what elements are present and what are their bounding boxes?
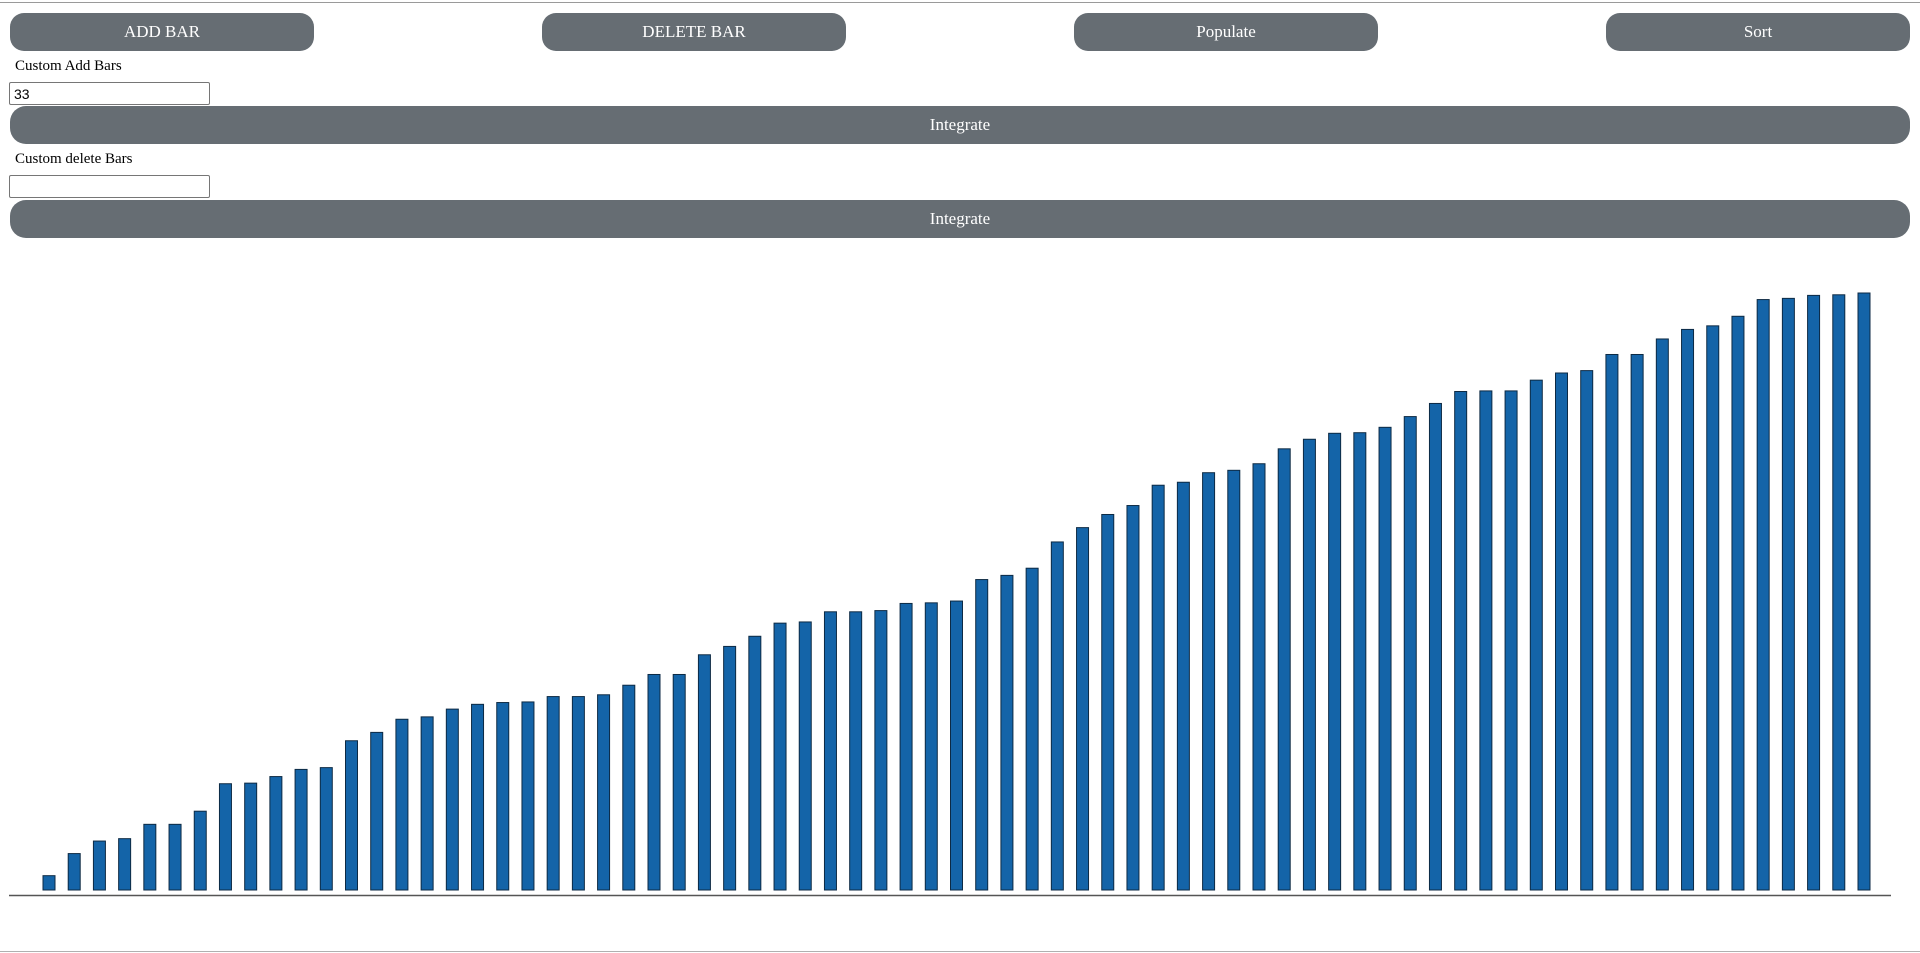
bar-65 (1655, 338, 1669, 891)
bar-63 (1605, 353, 1619, 891)
bar-70 (1781, 297, 1795, 891)
bar-19 (496, 702, 510, 891)
bar-33 (849, 611, 863, 891)
bar-20 (521, 701, 535, 891)
bar-67 (1706, 325, 1720, 891)
bar-6 (168, 823, 182, 891)
bar-35 (899, 602, 913, 891)
bar-51 (1302, 438, 1316, 891)
bar-11 (294, 768, 308, 891)
bar-25 (647, 673, 661, 891)
bar-3 (92, 840, 106, 891)
bar-64 (1630, 353, 1644, 891)
bar-71 (1807, 294, 1821, 891)
bar-18 (471, 703, 485, 891)
bar-57 (1454, 391, 1468, 891)
bar-62 (1580, 370, 1594, 891)
bar-32 (823, 611, 837, 891)
bar-46 (1176, 481, 1190, 891)
bar-40 (1025, 567, 1039, 891)
bar-69 (1756, 299, 1770, 891)
populate-button[interactable]: Populate (1074, 13, 1378, 51)
custom-add-bars-input[interactable] (9, 82, 210, 105)
bar-55 (1403, 416, 1417, 891)
bar-29 (748, 635, 762, 891)
bar-54 (1378, 426, 1392, 891)
custom-delete-bars-input[interactable] (9, 175, 210, 198)
bar-12 (319, 767, 333, 891)
bar-44 (1126, 505, 1140, 891)
bar-42 (1076, 527, 1090, 891)
bar-43 (1101, 513, 1115, 891)
bar-58 (1479, 390, 1493, 891)
bar-61 (1555, 372, 1568, 891)
bar-72 (1832, 294, 1846, 891)
bar-21 (546, 696, 560, 891)
integrate-delete-button[interactable]: Integrate (10, 200, 1910, 238)
bar-17 (445, 708, 459, 891)
bar-31 (798, 621, 812, 891)
bar-30 (773, 622, 787, 891)
bar-9 (244, 782, 258, 891)
bottom-border (0, 951, 1920, 952)
bar-23 (597, 694, 611, 891)
bar-39 (1000, 574, 1014, 891)
bar-7 (193, 810, 207, 891)
add-bar-button[interactable]: ADD BAR (10, 13, 314, 51)
bar-27 (697, 654, 711, 891)
bar-37 (950, 600, 963, 891)
bar-59 (1504, 390, 1518, 891)
bar-41 (1050, 541, 1064, 891)
bar-28 (723, 645, 737, 891)
delete-bar-button[interactable]: DELETE BAR (542, 13, 846, 51)
bar-50 (1277, 448, 1291, 891)
bar-34 (874, 610, 888, 891)
bar-66 (1681, 328, 1695, 891)
bar-22 (571, 696, 585, 891)
custom-add-bars-label: Custom Add Bars (15, 58, 122, 74)
bar-53 (1353, 432, 1367, 891)
custom-delete-bars-label: Custom delete Bars (15, 151, 133, 167)
integrate-add-button[interactable]: Integrate (10, 106, 1910, 144)
bar-60 (1529, 379, 1543, 891)
bar-8 (218, 783, 232, 891)
bar-4 (118, 838, 132, 891)
bar-48 (1227, 469, 1241, 891)
bar-68 (1731, 315, 1745, 891)
bar-15 (395, 718, 409, 891)
bar-13 (345, 740, 358, 891)
bar-45 (1151, 484, 1165, 891)
bar-2 (67, 853, 81, 891)
bar-38 (975, 579, 989, 891)
bar-14 (370, 731, 384, 891)
bar-26 (672, 673, 686, 891)
bar-24 (622, 684, 636, 891)
top-border (0, 2, 1920, 3)
bar-16 (420, 716, 434, 891)
bar-5 (143, 823, 157, 891)
bar-49 (1252, 463, 1266, 891)
sort-button[interactable]: Sort (1606, 13, 1910, 51)
bar-1 (42, 875, 56, 891)
bar-47 (1202, 472, 1216, 891)
bar-36 (924, 602, 938, 891)
bar-52 (1328, 432, 1342, 891)
bar-56 (1428, 402, 1442, 891)
bar-73 (1857, 292, 1871, 891)
bar-10 (269, 776, 283, 891)
